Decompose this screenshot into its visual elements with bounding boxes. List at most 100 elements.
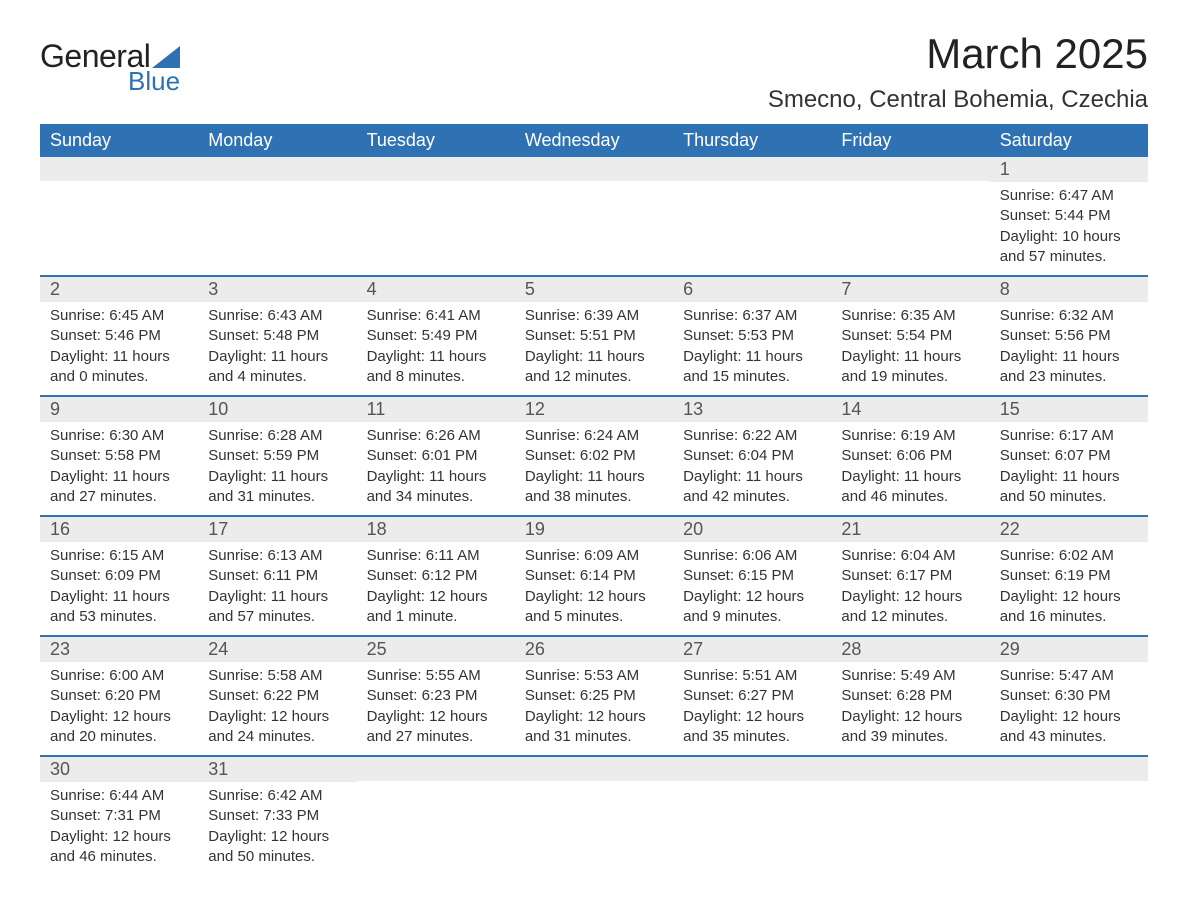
sunset-line: Sunset: 5:49 PM (367, 326, 505, 346)
calendar-cell: 19Sunrise: 6:09 AMSunset: 6:14 PMDayligh… (515, 516, 673, 636)
sunrise-line: Sunrise: 6:19 AM (841, 426, 979, 446)
weekday-header: Friday (831, 124, 989, 157)
daylight-line: Daylight: 11 hours and 23 minutes. (1000, 347, 1138, 388)
calendar-cell: 14Sunrise: 6:19 AMSunset: 6:06 PMDayligh… (831, 396, 989, 516)
daylight-line: Daylight: 12 hours and 16 minutes. (1000, 587, 1138, 628)
title-block: March 2025 Smecno, Central Bohemia, Czec… (768, 30, 1148, 114)
day-number: 13 (673, 397, 831, 422)
day-number: 24 (198, 637, 356, 662)
sunrise-line: Sunrise: 6:26 AM (367, 426, 505, 446)
day-number: 23 (40, 637, 198, 662)
daylight-line: Daylight: 11 hours and 27 minutes. (50, 467, 188, 508)
day-content: Sunrise: 6:26 AMSunset: 6:01 PMDaylight:… (357, 422, 515, 515)
day-content: Sunrise: 6:30 AMSunset: 5:58 PMDaylight:… (40, 422, 198, 515)
day-number (673, 157, 831, 181)
day-content: Sunrise: 6:02 AMSunset: 6:19 PMDaylight:… (990, 542, 1148, 635)
calendar-week-row: 16Sunrise: 6:15 AMSunset: 6:09 PMDayligh… (40, 516, 1148, 636)
day-number: 20 (673, 517, 831, 542)
day-number (673, 757, 831, 781)
daylight-line: Daylight: 12 hours and 27 minutes. (367, 707, 505, 748)
day-content (515, 781, 673, 801)
sunset-line: Sunset: 6:14 PM (525, 566, 663, 586)
day-content: Sunrise: 5:51 AMSunset: 6:27 PMDaylight:… (673, 662, 831, 755)
sunset-line: Sunset: 6:19 PM (1000, 566, 1138, 586)
day-number: 27 (673, 637, 831, 662)
daylight-line: Daylight: 11 hours and 34 minutes. (367, 467, 505, 508)
daylight-line: Daylight: 12 hours and 9 minutes. (683, 587, 821, 628)
day-number: 14 (831, 397, 989, 422)
day-content (357, 781, 515, 801)
sunset-line: Sunset: 7:33 PM (208, 806, 346, 826)
day-content: Sunrise: 6:41 AMSunset: 5:49 PMDaylight:… (357, 302, 515, 395)
day-content: Sunrise: 6:06 AMSunset: 6:15 PMDaylight:… (673, 542, 831, 635)
sunset-line: Sunset: 7:31 PM (50, 806, 188, 826)
calendar-week-row: 2Sunrise: 6:45 AMSunset: 5:46 PMDaylight… (40, 276, 1148, 396)
day-content: Sunrise: 6:15 AMSunset: 6:09 PMDaylight:… (40, 542, 198, 635)
calendar-cell: 22Sunrise: 6:02 AMSunset: 6:19 PMDayligh… (990, 516, 1148, 636)
day-content: Sunrise: 6:39 AMSunset: 5:51 PMDaylight:… (515, 302, 673, 395)
daylight-line: Daylight: 12 hours and 12 minutes. (841, 587, 979, 628)
day-number (515, 757, 673, 781)
calendar-table: Sunday Monday Tuesday Wednesday Thursday… (40, 124, 1148, 875)
daylight-line: Daylight: 11 hours and 19 minutes. (841, 347, 979, 388)
calendar-cell: 2Sunrise: 6:45 AMSunset: 5:46 PMDaylight… (40, 276, 198, 396)
sunrise-line: Sunrise: 6:41 AM (367, 306, 505, 326)
day-number (990, 757, 1148, 781)
daylight-line: Daylight: 12 hours and 20 minutes. (50, 707, 188, 748)
calendar-week-row: 23Sunrise: 6:00 AMSunset: 6:20 PMDayligh… (40, 636, 1148, 756)
day-number: 18 (357, 517, 515, 542)
calendar-cell (831, 157, 989, 276)
sunset-line: Sunset: 5:54 PM (841, 326, 979, 346)
day-number: 8 (990, 277, 1148, 302)
weekday-header-row: Sunday Monday Tuesday Wednesday Thursday… (40, 124, 1148, 157)
day-content (831, 181, 989, 201)
daylight-line: Daylight: 12 hours and 1 minute. (367, 587, 505, 628)
day-number: 1 (990, 157, 1148, 182)
day-content: Sunrise: 6:32 AMSunset: 5:56 PMDaylight:… (990, 302, 1148, 395)
day-content: Sunrise: 6:43 AMSunset: 5:48 PMDaylight:… (198, 302, 356, 395)
calendar-cell: 12Sunrise: 6:24 AMSunset: 6:02 PMDayligh… (515, 396, 673, 516)
day-number (831, 157, 989, 181)
calendar-cell: 9Sunrise: 6:30 AMSunset: 5:58 PMDaylight… (40, 396, 198, 516)
weekday-header: Sunday (40, 124, 198, 157)
sunrise-line: Sunrise: 6:39 AM (525, 306, 663, 326)
daylight-line: Daylight: 12 hours and 35 minutes. (683, 707, 821, 748)
calendar-cell: 18Sunrise: 6:11 AMSunset: 6:12 PMDayligh… (357, 516, 515, 636)
calendar-cell (673, 157, 831, 276)
sunset-line: Sunset: 6:25 PM (525, 686, 663, 706)
day-content: Sunrise: 5:49 AMSunset: 6:28 PMDaylight:… (831, 662, 989, 755)
day-content: Sunrise: 6:17 AMSunset: 6:07 PMDaylight:… (990, 422, 1148, 515)
day-number: 16 (40, 517, 198, 542)
sunset-line: Sunset: 6:17 PM (841, 566, 979, 586)
calendar-cell (990, 756, 1148, 875)
calendar-week-row: 1Sunrise: 6:47 AMSunset: 5:44 PMDaylight… (40, 157, 1148, 276)
sunrise-line: Sunrise: 6:04 AM (841, 546, 979, 566)
calendar-cell: 7Sunrise: 6:35 AMSunset: 5:54 PMDaylight… (831, 276, 989, 396)
day-number: 11 (357, 397, 515, 422)
sunrise-line: Sunrise: 6:22 AM (683, 426, 821, 446)
day-number (515, 157, 673, 181)
day-content: Sunrise: 5:47 AMSunset: 6:30 PMDaylight:… (990, 662, 1148, 755)
calendar-cell: 1Sunrise: 6:47 AMSunset: 5:44 PMDaylight… (990, 157, 1148, 276)
location-subtitle: Smecno, Central Bohemia, Czechia (768, 86, 1148, 114)
day-content (198, 181, 356, 201)
calendar-cell: 25Sunrise: 5:55 AMSunset: 6:23 PMDayligh… (357, 636, 515, 756)
calendar-cell: 20Sunrise: 6:06 AMSunset: 6:15 PMDayligh… (673, 516, 831, 636)
calendar-cell: 16Sunrise: 6:15 AMSunset: 6:09 PMDayligh… (40, 516, 198, 636)
sunrise-line: Sunrise: 6:24 AM (525, 426, 663, 446)
sunset-line: Sunset: 6:07 PM (1000, 446, 1138, 466)
sunrise-line: Sunrise: 6:32 AM (1000, 306, 1138, 326)
sunset-line: Sunset: 6:23 PM (367, 686, 505, 706)
sunrise-line: Sunrise: 6:13 AM (208, 546, 346, 566)
day-number: 19 (515, 517, 673, 542)
day-number: 12 (515, 397, 673, 422)
calendar-cell: 10Sunrise: 6:28 AMSunset: 5:59 PMDayligh… (198, 396, 356, 516)
calendar-week-row: 9Sunrise: 6:30 AMSunset: 5:58 PMDaylight… (40, 396, 1148, 516)
sunrise-line: Sunrise: 5:49 AM (841, 666, 979, 686)
sunrise-line: Sunrise: 6:35 AM (841, 306, 979, 326)
calendar-cell: 13Sunrise: 6:22 AMSunset: 6:04 PMDayligh… (673, 396, 831, 516)
calendar-cell: 23Sunrise: 6:00 AMSunset: 6:20 PMDayligh… (40, 636, 198, 756)
logo-word-2: Blue (128, 68, 180, 94)
day-number (357, 757, 515, 781)
day-content: Sunrise: 6:13 AMSunset: 6:11 PMDaylight:… (198, 542, 356, 635)
